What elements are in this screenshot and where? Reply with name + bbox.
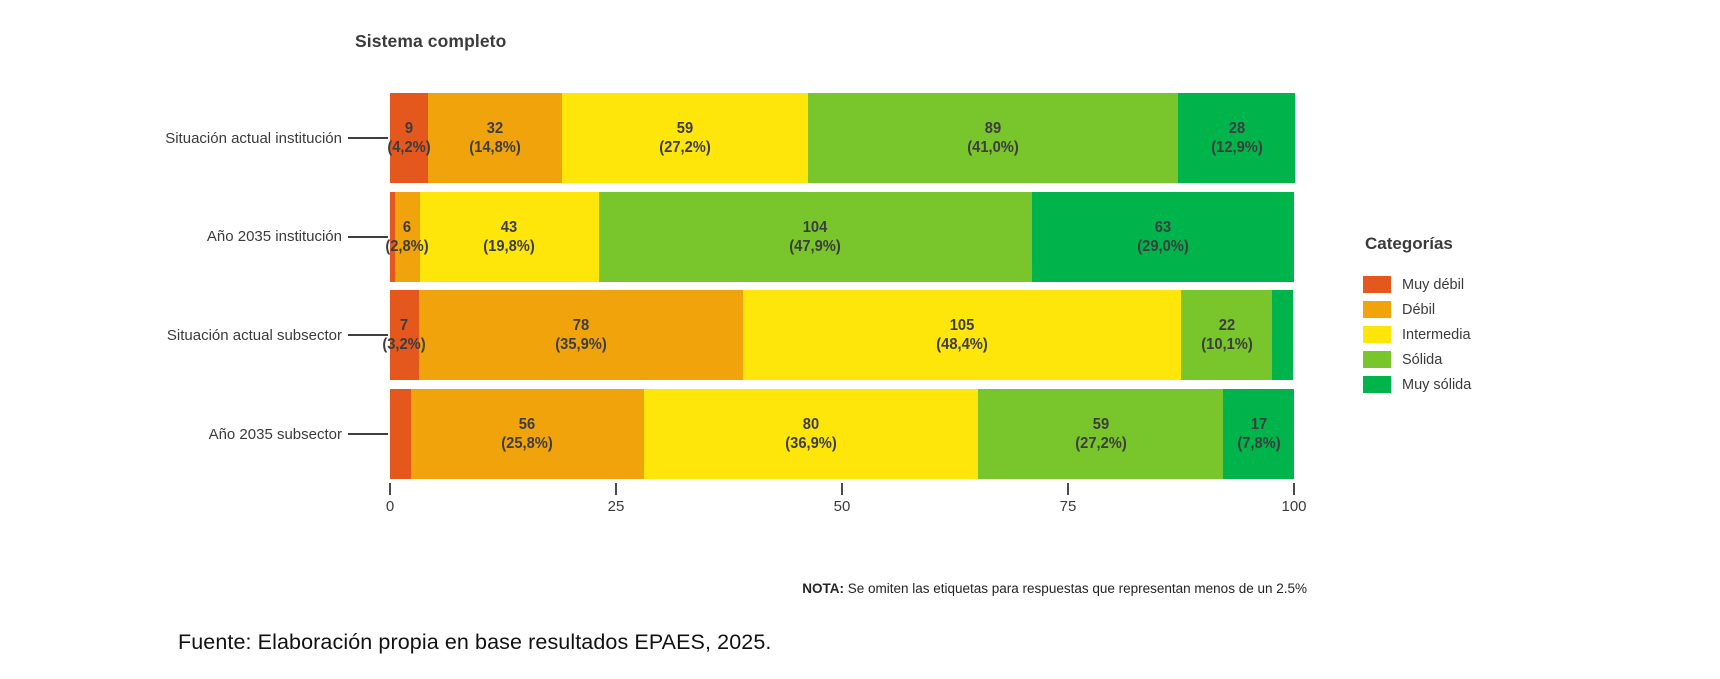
segment-label: 63 (29,0%) xyxy=(1137,218,1189,255)
segment-debil: 56 (25,8%) xyxy=(410,389,644,480)
legend-swatch xyxy=(1363,301,1391,318)
x-axis-tick-label: 25 xyxy=(607,498,625,515)
segment-muy-solida: 63 (29,0%) xyxy=(1031,191,1294,282)
legend-item-label: Débil xyxy=(1402,301,1436,318)
row-label: Situación actual institución xyxy=(165,129,342,147)
note: NOTA: Se omiten las etiquetas para respu… xyxy=(507,581,1307,596)
segment-solida: 89 (41,0%) xyxy=(807,93,1179,183)
x-axis-tick xyxy=(615,483,617,495)
bar-row-situacion-actual-institucion: Situación actual institución 9 (4,2%) 32 (14… xyxy=(0,93,1720,183)
row-label: Año 2035 institución xyxy=(206,228,342,246)
x-axis-tick xyxy=(1067,483,1069,495)
segment-label: 56 (25,8%) xyxy=(501,416,554,453)
legend-swatch xyxy=(1363,276,1391,293)
label-leader-line xyxy=(348,137,388,139)
segment-muy-debil xyxy=(390,389,411,480)
legend-title: Categorías xyxy=(1365,234,1453,253)
bar-row-ano-2035-institucion: Año 2035 institución 6 (2,8%) 43 (19,8%) 104(… xyxy=(0,191,1720,282)
segment-label: 17 (7,8%) xyxy=(1237,416,1281,453)
segment-debil: 32 (14,8%) xyxy=(427,93,562,183)
legend-item-intermedia: Intermedia xyxy=(1363,326,1471,343)
x-axis-tick xyxy=(1293,483,1295,495)
x-axis-tick-label: 75 xyxy=(1059,498,1077,515)
segment-solida: 104 (47,9%) xyxy=(598,191,1032,282)
legend-swatch xyxy=(1363,351,1391,368)
segment-intermedia: 105 (48,4%) xyxy=(743,290,1181,381)
segment-muy-solida: 17 (7,8%) xyxy=(1223,389,1294,480)
bar-row-ano-2035-subsector: Año 2035 subsector 56 (25,8%) 80 (36,9%) 59 (2… xyxy=(0,389,1720,480)
legend-item-label: Sólida xyxy=(1402,351,1443,368)
segment-muy-debil xyxy=(390,191,395,282)
note-text: Se omiten las etiquetas para respuestas … xyxy=(843,581,1307,596)
segment-label: 32 (14,8%) xyxy=(469,120,521,156)
row-label: Año 2035 subsector xyxy=(208,425,342,443)
label-leader-line xyxy=(348,433,388,436)
segment-label: 80 (36,9%) xyxy=(785,416,837,453)
segment-debil: 6 (2,8%) xyxy=(385,191,429,282)
legend-item-debil: Débil xyxy=(1363,301,1471,318)
label-leader-line xyxy=(348,334,388,337)
stacked-bar: 56 (25,8%) 80 (36,9%) 59 (27,2%) 17 (7,8%) xyxy=(390,389,1294,480)
segment-solida: 22 (10,1%) xyxy=(1180,290,1273,381)
segment-label: 7 (3,2%) xyxy=(382,317,427,354)
segment-muy-debil: 9 (4,2%) xyxy=(387,93,431,183)
x-axis-tick-label: 50 xyxy=(833,498,851,515)
chart-title: Sistema completo xyxy=(355,31,507,51)
segment-muy-solida xyxy=(1272,290,1294,381)
bar-row-situacion-actual-subsector: Situación actual subsector 7 (3,2%) 78 (35,9… xyxy=(0,290,1720,381)
stacked-bar: 6 (2,8%) 43 (19,8%) 104 (47,9%) 63 (29,0%) xyxy=(385,191,1294,282)
legend-item-muy-debil: Muy débil xyxy=(1363,276,1471,293)
segment-label: 59 (27,2%) xyxy=(1074,416,1127,453)
legend-item-label: Muy débil xyxy=(1402,276,1465,293)
segment-debil: 78 (35,9%) xyxy=(418,290,744,381)
x-axis-tick-label: 100 xyxy=(1281,498,1307,515)
legend-item-label: Muy sólida xyxy=(1402,376,1472,393)
legend-swatch xyxy=(1363,376,1391,393)
segment-label: 59 (27,2%) xyxy=(658,120,711,156)
legend-items: Muy débil Débil Intermedia Sólida Muy sólida xyxy=(1363,276,1471,393)
segment-intermedia: 80 (36,9%) xyxy=(644,389,978,480)
x-axis-tick xyxy=(389,483,391,495)
segment-label: 43 (19,8%) xyxy=(483,218,536,255)
segment-intermedia: 59 (27,2%) xyxy=(561,93,808,183)
source-caption: Fuente: Elaboración propia en base resul… xyxy=(178,630,772,654)
segment-label: 89 (41,0%) xyxy=(967,120,1019,156)
segment-label: 78 (35,9%) xyxy=(555,317,607,354)
row-label: Situación actual subsector xyxy=(166,326,342,344)
segment-label: 28 (12,9%) xyxy=(1210,120,1263,156)
segment-muy-debil: 7 (3,2%) xyxy=(383,290,426,381)
segment-muy-solida: 28 (12,9%) xyxy=(1178,93,1295,183)
note-prefix: NOTA: xyxy=(802,581,844,596)
legend-item-solida: Sólida xyxy=(1363,351,1471,368)
segment-intermedia: 43 (19,8%) xyxy=(419,191,599,282)
segment-label: 105 (48,4%) xyxy=(936,317,988,354)
segment-label: 22 (10,1%) xyxy=(1200,317,1253,354)
legend: Categorías Muy débil Débil Intermedia Sólid… xyxy=(1363,234,1471,401)
segment-label: 6 (2,8%) xyxy=(385,218,429,255)
x-axis-tick-label: 0 xyxy=(385,498,395,515)
x-axis-tick xyxy=(841,483,843,495)
legend-item-label: Intermedia xyxy=(1402,326,1471,343)
segment-label: 104 (47,9%) xyxy=(789,218,842,255)
legend-item-muy-solida: Muy sólida xyxy=(1363,376,1471,393)
legend-swatch xyxy=(1363,326,1391,343)
stacked-bar: 9 (4,2%) 32 (14,8%) 59 (27,2%) 89 (41,0%) 28 (12,… xyxy=(387,93,1295,183)
label-leader-line xyxy=(348,235,388,238)
segment-label: 9 (4,2%) xyxy=(387,120,431,156)
segment-solida: 59 (27,2%) xyxy=(977,389,1224,480)
stacked-bar: 7 (3,2%) 78 (35,9%) 105 (48,4%) 22 (10,1%) xyxy=(383,290,1294,381)
